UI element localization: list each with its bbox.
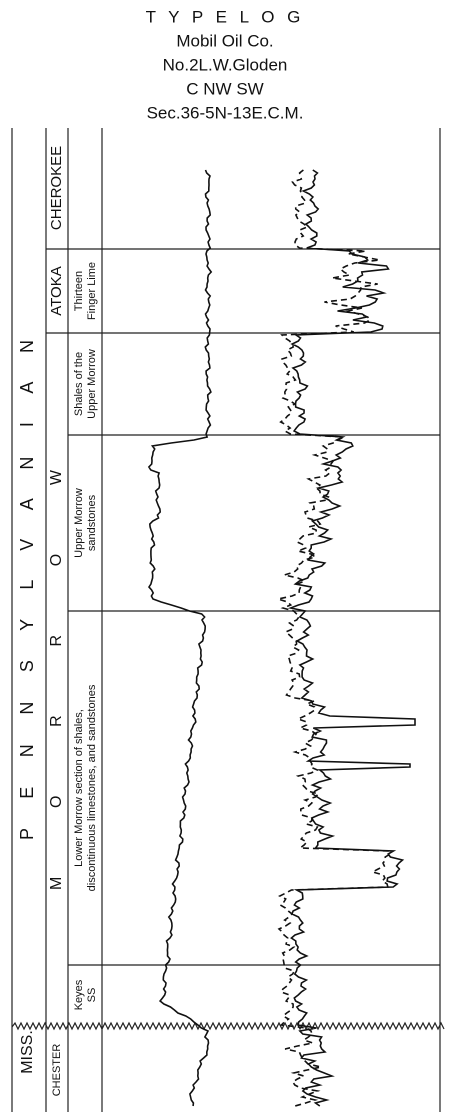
unit-label: Lower Morrow section of shales, [73,709,85,867]
title: T Y P E L O G [146,7,305,26]
unit-label: Keyes [73,979,85,1010]
header-line: Mobil Oil Co. [176,31,273,50]
series-label: M O R R O W [48,469,65,890]
unit-label: Upper Morrow [73,488,85,558]
system-label: MISS. [19,1030,36,1074]
log-curve [147,169,213,1107]
header-line: Sec.36-5N-13E.C.M. [147,103,304,122]
header-line: No.2L.W.Gloden [163,55,288,74]
log-curve [275,169,392,1107]
series-label: ATOKA [48,266,65,315]
series-label: CHESTER [51,1044,63,1097]
unit-label: Finger Lime [86,262,98,320]
log-curve [287,169,416,1107]
unit-label: Shales of the [73,352,85,416]
unconformity [11,1021,445,1031]
unit-label: SS [86,988,98,1003]
header-line: C NW SW [186,79,263,98]
unit-label: sandstones [86,494,98,551]
log-curves [147,169,416,1107]
series-label: CHEROKEE [48,146,65,230]
system-label: P E N N S Y L V A N I A N [17,340,37,840]
unit-label: Thirteen [73,271,85,311]
unit-label: Upper Morrow [86,349,98,419]
frame [11,128,441,1112]
unit-label: discontinuous limestones, and sandstones [86,684,98,891]
